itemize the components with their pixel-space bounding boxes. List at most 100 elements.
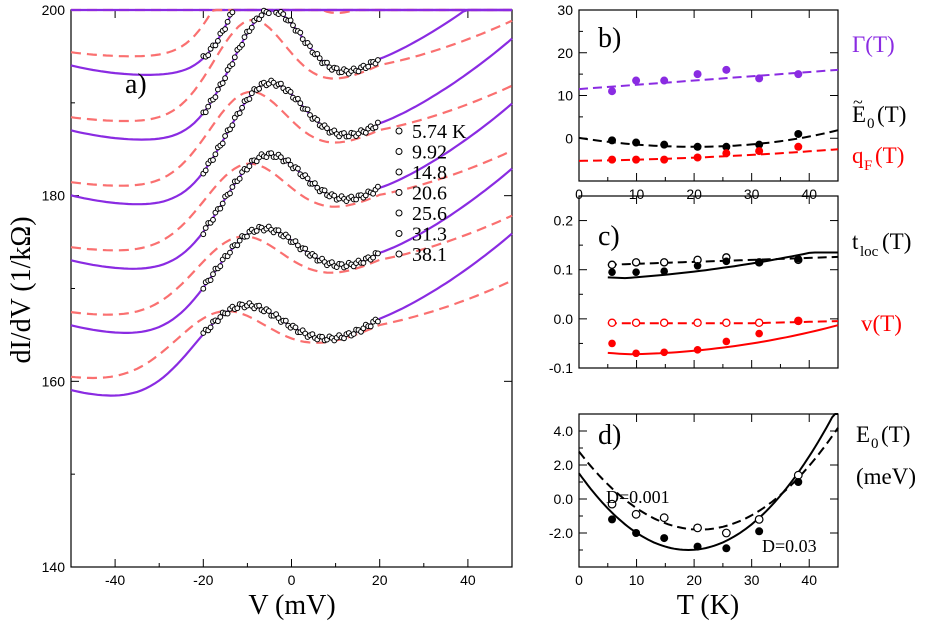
qF-point [755,147,764,156]
tloc-fit-solid [607,251,838,280]
tloc-filled-point [693,261,702,270]
x-tick-label: 20 [372,572,388,588]
E0tilde-point [693,142,702,151]
e0tilde-label: E ~ 0 (T) [852,92,906,132]
fit-solid-1 [70,8,512,76]
qf-label: q F (T) [852,143,904,174]
y-tick-label: 2.0 [554,457,574,473]
data-point [217,314,224,320]
data-point [239,104,246,111]
data-point [219,140,226,147]
data-point [222,26,229,33]
x-tick-label: 40 [801,572,817,588]
data-point [304,106,311,113]
data-point [205,103,212,110]
data-point [256,85,263,92]
fit-dashed-5 [70,214,513,316]
panel-b: 0 10 20 30 40 0 10 20 30 b) Γ(T) E ~ 0 (T) q F (… [557,2,906,202]
x-tick-label: 30 [744,572,760,588]
y-tick-label: -2.0 [549,525,573,541]
data-point [200,231,207,238]
tloc-open-point [659,258,669,267]
data-point [316,55,323,62]
legend-marker [395,127,403,135]
data-point [312,180,318,187]
data-point [375,318,381,325]
v-filled-point [632,349,640,358]
data-point [372,124,379,131]
x-tick-label: 20 [686,186,702,202]
Γ(T)-point [632,76,641,85]
data-point [248,24,255,31]
legend-entry: 5.74 K [412,121,467,143]
data-point [202,109,209,116]
data-point [297,100,304,107]
panel-a-ticks: -40 -20 0 20 40 140 160 180 200 [42,2,513,588]
tloc-filled-point [660,267,668,275]
legend-entry: 14.8 [412,162,447,184]
e0-unit: (meV) [856,464,916,489]
svg-text:loc: loc [860,244,879,260]
tloc-filled-point [755,258,763,267]
v-label: v(T) [861,311,902,336]
data-point [285,157,292,164]
svg-text:(T): (T) [882,229,911,254]
y-tick-label: 20 [557,45,573,61]
panel-d: 0 10 20 30 40 -2.0 0.0 2.0 4.0 d) D=0.001 D=0.03… [549,413,916,621]
y-tick-label: 140 [42,559,66,575]
v-open-point [693,318,702,328]
tloc-open-point [607,260,617,270]
panel-b-ticks: 0 10 20 30 40 0 10 20 30 [557,2,839,202]
panel-c-marks [607,251,839,358]
gamma-label: Γ(T) [852,32,895,57]
data-point [229,184,236,190]
data-point [258,12,265,19]
data-point [365,63,372,70]
panel-d-xlabel: T (K) [677,590,739,621]
data-point [227,190,233,197]
data-point [299,36,306,42]
y-tick-label: 10 [557,88,573,104]
panel-a-label: a) [125,69,147,100]
legend-marker [395,250,403,258]
data-point [202,225,209,231]
v-filled-point [794,317,803,326]
data-point [239,41,246,48]
e0-label: E 0 (T) [856,422,910,452]
data-point [253,228,260,234]
panel-a: -40 -20 0 20 40 140 160 180 200 a) V (mV) dI/dV … [6,2,513,621]
y-tick-label: 0.0 [554,311,574,327]
y-tick-label: 30 [557,2,573,18]
v-open-point [722,318,731,328]
tloc-label: t loc (T) [852,229,911,260]
data-point [362,129,369,136]
d001-point [607,499,617,509]
panel-d-ticks: 0 10 20 30 40 -2.0 0.0 2.0 4.0 [549,414,839,588]
data-point [244,233,250,240]
svg-text:E: E [856,422,870,447]
data-point [222,133,229,139]
data-point [282,317,289,324]
qF-point [693,153,702,162]
tloc-open-point [631,258,641,267]
data-point [217,263,224,270]
v-filled-point [693,346,702,354]
x-tick-label: 30 [744,186,760,202]
x-tick-label: 0 [288,572,296,588]
svg-text:0: 0 [867,116,875,132]
E0tilde-point [722,142,731,151]
svg-text:0: 0 [871,436,879,452]
data-point [248,90,255,97]
E0tilde-point [755,140,764,149]
data-point [341,335,347,342]
d03-point [608,515,617,524]
d001-point [721,528,731,538]
data-point [285,234,292,241]
data-point [229,61,236,68]
svg-text:(T): (T) [875,143,904,168]
fit-dashed-6 [70,279,513,380]
x-tick-label: -40 [105,572,125,588]
data-point [219,200,226,207]
panel-a-ylabel: dI/dV (1/kΩ) [6,216,37,363]
data-point [275,227,282,234]
